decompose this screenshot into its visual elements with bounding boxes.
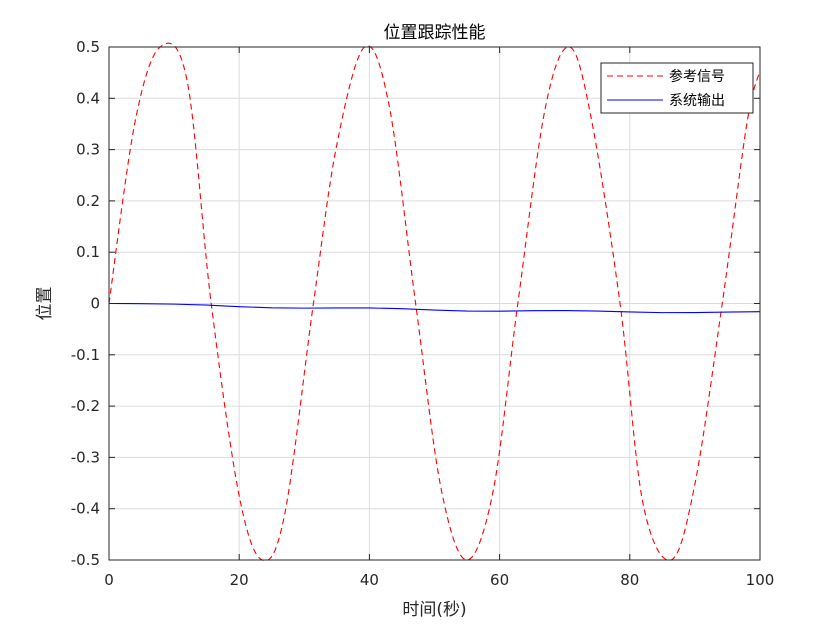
y-tick-label: 0.4	[76, 89, 100, 107]
y-tick-label: 0.1	[76, 243, 100, 261]
y-tick-label: 0.3	[76, 141, 100, 159]
x-axis-label: 时间(秒)	[402, 600, 466, 620]
y-tick-label: -0.2	[71, 397, 100, 415]
y-tick-label: -0.4	[71, 500, 100, 518]
y-tick-label: 0	[90, 295, 100, 313]
legend-label-output: 系统输出	[669, 93, 725, 109]
y-tick-label: 0.2	[76, 192, 100, 210]
chart-title: 位置跟踪性能	[384, 23, 486, 43]
y-tick-label: -0.3	[71, 448, 100, 466]
x-tick-label: 20	[230, 571, 249, 589]
legend-box	[600, 62, 754, 114]
series-line-output	[108, 302, 761, 314]
ticks: 0 20 40 60 80 100 0.5 0.4 0.3 0.2 0.1 0 -0.1 -0.2 -0.3…	[71, 38, 775, 589]
grid-lines	[108, 46, 761, 561]
x-tick-label: 60	[490, 571, 509, 589]
x-tick-label: 80	[620, 571, 639, 589]
series-line-reference	[108, 42, 761, 562]
legend-label-reference: 参考信号	[669, 68, 725, 85]
x-tick-label: 100	[746, 571, 775, 589]
y-tick-label: -0.1	[71, 346, 100, 364]
y-tick-label: 0.5	[76, 38, 100, 56]
x-tick-label: 0	[104, 571, 114, 589]
y-axis-label: 位置	[35, 287, 55, 321]
y-tick-label: -0.5	[71, 551, 100, 569]
series-layer	[108, 42, 761, 562]
legend: 参考信号 系统输出	[600, 62, 754, 114]
x-tick-label: 40	[360, 571, 379, 589]
